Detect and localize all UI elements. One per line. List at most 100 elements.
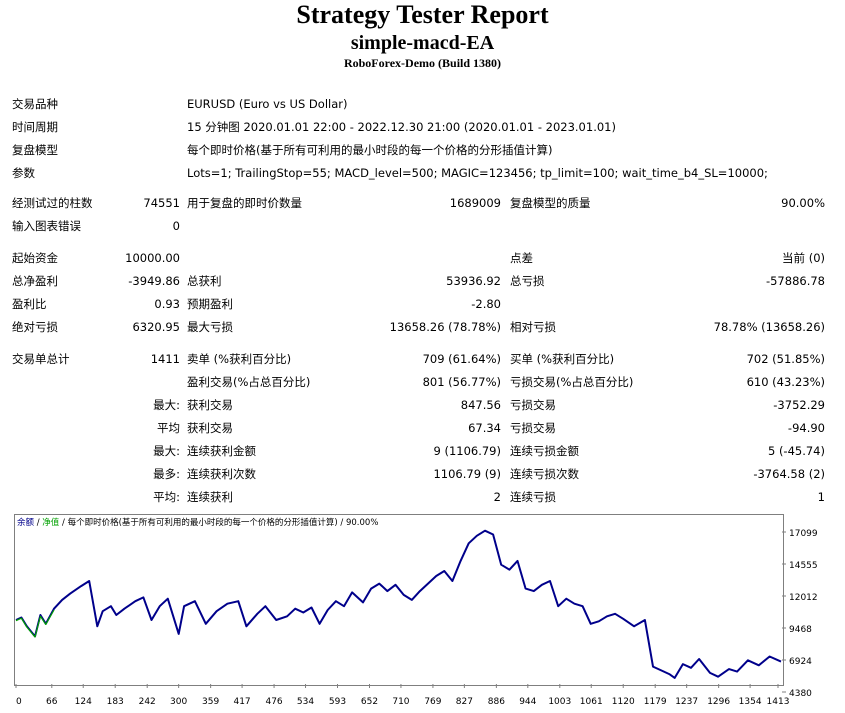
average-profit-value: 67.34 bbox=[468, 421, 501, 435]
x-tick-label: 300 bbox=[170, 697, 187, 707]
total-trades-label: 交易单总计 bbox=[12, 352, 70, 366]
deposit-value: 10000.00 bbox=[125, 251, 180, 265]
symbol-label: 交易品种 bbox=[12, 97, 58, 111]
spread-label: 点差 bbox=[510, 251, 533, 265]
x-tick-label: 359 bbox=[202, 697, 219, 707]
gross-profit-label: 总获利 bbox=[187, 274, 222, 288]
maximal-drawdown-label: 最大亏损 bbox=[187, 320, 233, 334]
maximal-consecutive-loss-value: -3764.58 (2) bbox=[753, 467, 825, 481]
average-prefix: 平均 bbox=[157, 421, 180, 435]
x-tick-label: 66 bbox=[46, 697, 58, 707]
period-value: 15 分钟图 2020.01.01 22:00 - 2022.12.30 21:… bbox=[187, 120, 616, 134]
spread-value: 当前 (0) bbox=[782, 251, 825, 265]
x-tick-label: 1237 bbox=[675, 697, 698, 707]
maximal-consecutive-profit-value: 1106.79 (9) bbox=[433, 467, 501, 481]
chart-header-model: / 每个即时价格(基于所有可利用的最小时段的每一个价格的分形插值计算) / 90… bbox=[59, 518, 379, 528]
average-loss-value: -94.90 bbox=[787, 421, 825, 435]
x-tick-label: 1003 bbox=[548, 697, 571, 707]
short-positions-value: 709 (61.64%) bbox=[422, 352, 501, 366]
average-consecutive-losses-value: 1 bbox=[817, 490, 825, 504]
y-tick-label: 14555 bbox=[789, 561, 818, 571]
x-tick-label: 652 bbox=[361, 697, 378, 707]
bars-value: 74551 bbox=[143, 196, 180, 210]
expected-payoff-label: 预期盈利 bbox=[187, 297, 233, 311]
expert-name: simple-macd-EA bbox=[350, 32, 495, 54]
quality-value: 90.00% bbox=[781, 196, 825, 210]
balance-line bbox=[15, 529, 782, 679]
x-tick-label: 476 bbox=[265, 697, 282, 707]
total-trades-value: 1411 bbox=[150, 352, 180, 366]
y-tick-label: 17099 bbox=[789, 529, 818, 539]
ticks-label: 用于复盘的即时价数量 bbox=[187, 196, 302, 210]
ticks-value: 1689009 bbox=[449, 196, 501, 210]
long-positions-value: 702 (51.85%) bbox=[746, 352, 825, 366]
average-consecutive-wins-label: 连续获利 bbox=[187, 490, 233, 504]
x-tick-label: 769 bbox=[424, 697, 441, 707]
max-consecutive-prefix: 最大: bbox=[153, 444, 180, 458]
model-label: 复盘模型 bbox=[12, 143, 58, 157]
gross-profit-value: 53936.92 bbox=[446, 274, 501, 288]
max-consecutive-wins-label: 连续获利金额 bbox=[187, 444, 256, 458]
x-tick-label: 124 bbox=[75, 697, 92, 707]
net-profit-value: -3949.86 bbox=[128, 274, 180, 288]
server-build: RoboForex-Demo (Build 1380) bbox=[343, 56, 502, 70]
largest-loss-label: 亏损交易 bbox=[510, 398, 556, 412]
x-tick-label: 1120 bbox=[612, 697, 635, 707]
average-consecutive-prefix: 平均: bbox=[153, 490, 180, 504]
gross-loss-value: -57886.78 bbox=[765, 274, 825, 288]
gross-loss-label: 总亏损 bbox=[510, 274, 545, 288]
loss-trades-label: 亏损交易(%占总百分比) bbox=[510, 375, 634, 389]
x-tick-label: 944 bbox=[519, 697, 536, 707]
y-tick-label: 4380 bbox=[789, 689, 812, 699]
parameters-label: 参数 bbox=[12, 166, 35, 180]
average-consecutive-wins-value: 2 bbox=[493, 490, 501, 504]
largest-prefix: 最大: bbox=[153, 398, 180, 412]
largest-profit-value: 847.56 bbox=[460, 398, 501, 412]
x-tick-label: 710 bbox=[392, 697, 409, 707]
model-value: 每个即时价格(基于所有可利用的最小时段的每一个价格的分形插值计算) bbox=[187, 143, 553, 157]
profit-trades-label: 盈利交易(%占总百分比) bbox=[187, 375, 311, 389]
errors-value: 0 bbox=[172, 219, 180, 233]
x-tick-label: 1354 bbox=[739, 697, 762, 707]
errors-label: 输入图表错误 bbox=[12, 219, 81, 233]
parameters-value: Lots=1; TrailingStop=55; MACD_level=500;… bbox=[187, 166, 768, 180]
y-tick-label: 12012 bbox=[789, 593, 818, 603]
x-tick-label: 886 bbox=[488, 697, 505, 707]
y-tick-label: 9468 bbox=[789, 625, 812, 635]
expected-payoff-value: -2.80 bbox=[471, 297, 501, 311]
symbol-value: EURUSD (Euro vs US Dollar) bbox=[187, 97, 348, 111]
chart-legend-balance: 余额 bbox=[17, 518, 35, 528]
x-tick-label: 1061 bbox=[580, 697, 603, 707]
chart-header: 余额 / 净值 / 每个即时价格(基于所有可利用的最小时段的每一个价格的分形插值… bbox=[17, 516, 378, 528]
relative-drawdown-value: 78.78% (13658.26) bbox=[713, 320, 825, 334]
deposit-label: 起始资金 bbox=[12, 251, 58, 265]
average-loss-label: 亏损交易 bbox=[510, 421, 556, 435]
long-positions-label: 买单 (%获利百分比) bbox=[510, 352, 615, 366]
maximal-consecutive-profit-label: 连续获利次数 bbox=[187, 467, 256, 481]
max-consecutive-losses-value: 5 (-45.74) bbox=[767, 444, 825, 458]
chart-legend-equity: 净值 bbox=[42, 518, 60, 528]
profit-trades-value: 801 (56.77%) bbox=[422, 375, 501, 389]
quality-label: 复盘模型的质量 bbox=[510, 196, 591, 210]
x-tick-label: 827 bbox=[456, 697, 473, 707]
max-consecutive-wins-value: 9 (1106.79) bbox=[433, 444, 501, 458]
short-positions-label: 卖单 (%获利百分比) bbox=[187, 352, 292, 366]
chart-legend-separator: / bbox=[34, 518, 43, 528]
relative-drawdown-label: 相对亏损 bbox=[510, 320, 556, 334]
average-consecutive-losses-label: 连续亏损 bbox=[510, 490, 556, 504]
maximal-consecutive-loss-label: 连续亏损次数 bbox=[510, 467, 579, 481]
y-tick-label: 6924 bbox=[789, 657, 812, 667]
maximal-drawdown-value: 13658.26 (78.78%) bbox=[389, 320, 501, 334]
profit-factor-label: 盈利比 bbox=[12, 297, 47, 311]
x-tick-label: 417 bbox=[233, 697, 250, 707]
x-tick-label: 0 bbox=[16, 697, 22, 707]
maximal-consecutive-prefix: 最多: bbox=[153, 467, 180, 481]
absolute-drawdown-value: 6320.95 bbox=[132, 320, 180, 334]
largest-loss-value: -3752.29 bbox=[773, 398, 825, 412]
bars-label: 经测试过的柱数 bbox=[12, 196, 93, 210]
report-title: Strategy Tester Report bbox=[296, 0, 549, 29]
average-profit-label: 获利交易 bbox=[187, 421, 233, 435]
x-tick-label: 242 bbox=[139, 697, 156, 707]
x-tick-label: 183 bbox=[107, 697, 124, 707]
